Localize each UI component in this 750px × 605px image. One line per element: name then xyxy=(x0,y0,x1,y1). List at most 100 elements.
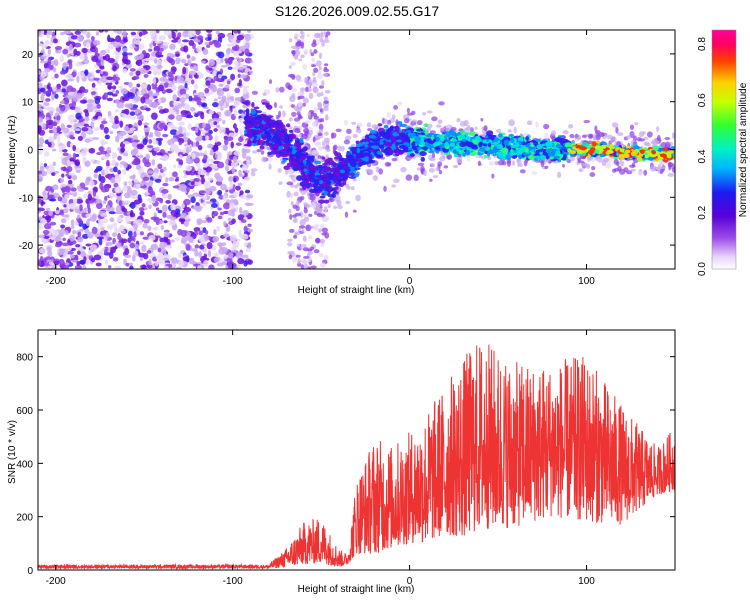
spectrogram-halo-blob xyxy=(435,124,442,128)
spectrogram-noise-blob xyxy=(167,122,174,129)
spectrogram-halo-blob xyxy=(345,200,351,205)
spectrogram-noise-blob xyxy=(54,59,59,67)
spectrogram-noise-blob xyxy=(244,42,250,50)
spectrogram-noise-blob xyxy=(138,67,147,74)
spectrogram-halo-blob xyxy=(337,145,342,152)
spectrogram-column-blob xyxy=(324,90,331,94)
spectrogram-track-blob xyxy=(259,145,265,150)
spectrogram-noise-blob xyxy=(38,247,46,254)
spectrogram-noise-blob xyxy=(179,260,184,267)
spectrogram-noise-blob xyxy=(113,182,119,188)
spectrogram-halo-blob xyxy=(416,167,421,171)
spectrogram-noise-blob xyxy=(40,218,48,225)
spectrogram-noise-blob xyxy=(242,209,249,216)
spectrogram-noise-blob xyxy=(159,122,166,130)
spectrogram-column-blob xyxy=(323,68,330,73)
spectrogram-noise-blob xyxy=(212,40,219,45)
spectrogram-noise-blob xyxy=(194,74,199,79)
spectrogram-noise-blob xyxy=(235,185,241,191)
spectrogram-noise-blob xyxy=(201,201,207,207)
spectrogram-noise-blob xyxy=(49,198,57,202)
spectrogram-column-blob xyxy=(317,101,323,108)
spectrogram-noise-blob xyxy=(161,188,169,194)
spectrogram-noise-blob xyxy=(90,91,96,95)
spectrogram-noise-blob xyxy=(208,67,213,71)
spectrogram-column-blob xyxy=(306,33,310,38)
spectrogram-halo-blob xyxy=(477,160,482,166)
spectrogram-halo-blob xyxy=(465,126,472,131)
spectrogram-noise-blob xyxy=(158,219,164,225)
spectrogram-noise-blob xyxy=(204,41,209,45)
spectrogram-halo-blob xyxy=(630,168,636,172)
spectrogram-halo-blob xyxy=(356,122,363,128)
spectrogram-noise-blob xyxy=(69,161,75,165)
spectrogram-noise-blob xyxy=(206,217,213,223)
spectrogram-column-blob xyxy=(290,61,296,67)
spectrogram-noise-blob xyxy=(51,172,56,177)
spectrogram-halo-blob xyxy=(641,131,646,135)
spectrogram-track-blob xyxy=(397,121,403,125)
spectrogram-noise-blob xyxy=(125,135,134,139)
spectrogram-noise-blob xyxy=(91,55,99,63)
spectrogram-noise-blob xyxy=(195,30,201,35)
spectrogram-noise-blob xyxy=(188,39,195,47)
spectrogram-column-blob xyxy=(296,200,300,206)
spectrogram-noise-blob xyxy=(170,58,176,66)
spectrogram-halo-blob xyxy=(664,137,671,141)
spectrogram-noise-blob xyxy=(83,109,89,113)
spectrogram-halo-blob xyxy=(629,124,635,131)
spectrogram-column-blob xyxy=(310,265,317,269)
spectrogram-noise-blob xyxy=(108,115,114,120)
spectrogram-noise-blob xyxy=(205,80,211,86)
spectrogram-noise-blob xyxy=(175,114,183,122)
spectrogram-noise-blob xyxy=(100,58,105,67)
spectrogram-noise-blob xyxy=(201,220,208,223)
spectrogram-noise-blob xyxy=(139,52,144,60)
spectrogram-column-blob xyxy=(322,73,328,77)
spectrogram-column-blob xyxy=(322,140,326,147)
spectrogram-noise-blob xyxy=(71,174,78,181)
spectrogram-noise-blob xyxy=(194,68,199,72)
spectrogram-noise-blob xyxy=(134,243,140,250)
spectrogram-noise-blob xyxy=(81,30,88,35)
spectrogram-noise-blob xyxy=(237,214,245,221)
spectrogram-noise-blob xyxy=(215,150,220,155)
spectrogram-noise-blob xyxy=(132,75,140,80)
spectrogram-noise-blob xyxy=(74,128,81,132)
spectrogram-noise-blob xyxy=(244,189,251,194)
spectrogram-noise-blob xyxy=(42,123,47,130)
spectrogram-column-blob xyxy=(309,195,316,201)
spectrogram-column-blob xyxy=(303,203,310,208)
spectrogram-noise-blob xyxy=(209,152,215,156)
spectrogram-noise-blob xyxy=(86,41,90,49)
spectrogram-noise-blob xyxy=(74,264,83,269)
spectrogram-noise-blob xyxy=(207,33,212,38)
spectrogram-noise-blob xyxy=(159,47,164,52)
spectrogram-noise-blob xyxy=(61,85,69,90)
spectrogram-noise-blob xyxy=(159,248,167,254)
spectrogram-noise-blob xyxy=(97,115,103,121)
spectrogram-noise-blob xyxy=(51,93,55,101)
spectrogram-halo-blob xyxy=(278,105,283,109)
spectrogram-noise-blob xyxy=(182,66,187,75)
spectrogram-noise-blob xyxy=(198,190,206,194)
spectrogram-track-blob xyxy=(383,124,389,129)
spectrogram-halo-blob xyxy=(344,211,349,218)
spectrogram-noise-blob xyxy=(75,169,81,173)
spectrogram-noise-blob xyxy=(243,260,248,267)
spectrogram-noise-blob xyxy=(178,141,182,146)
spectrogram-noise-blob xyxy=(162,204,168,212)
spectrogram-noise-blob xyxy=(177,133,184,138)
spectrogram-noise-blob xyxy=(203,259,209,267)
spectrogram-noise-blob xyxy=(170,144,178,150)
spectrogram-noise-blob xyxy=(197,170,205,175)
spectrogram-noise-blob xyxy=(145,107,151,112)
spectrogram-column-blob xyxy=(310,52,315,57)
spectrogram-halo-blob xyxy=(286,190,292,198)
spectrogram-noise-blob xyxy=(88,249,93,256)
spectrogram-noise-blob xyxy=(124,192,131,199)
spectrogram-halo-blob xyxy=(452,164,459,169)
spectrogram-halo-blob xyxy=(513,126,517,134)
spectrogram-noise-blob xyxy=(144,58,151,62)
spectrogram-noise-blob xyxy=(240,194,247,199)
